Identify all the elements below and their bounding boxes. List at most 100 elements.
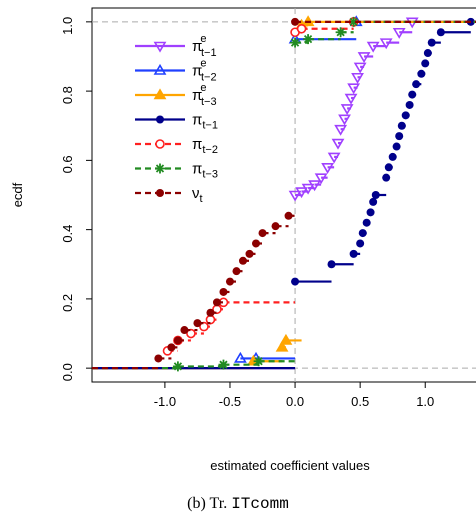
y-tick-label: 0.8 [60, 86, 75, 104]
point [238, 256, 247, 265]
point [296, 23, 307, 34]
legend-sub: t−1 [201, 47, 217, 59]
legend-sup: e [200, 58, 206, 70]
x-tick-label: -1.0 [154, 394, 176, 409]
y-axis-title: ecdf [10, 182, 25, 207]
point [291, 17, 300, 26]
point [405, 100, 414, 109]
point [382, 173, 391, 182]
legend-symbol: π [192, 63, 202, 80]
legend-marker [155, 139, 165, 149]
point [379, 38, 393, 50]
point [427, 38, 436, 47]
legend-marker [156, 115, 164, 124]
point [366, 208, 375, 217]
legend-marker [156, 189, 164, 197]
point [392, 27, 406, 39]
point [362, 218, 371, 227]
point [290, 37, 301, 48]
point [397, 121, 406, 130]
y-tick-label: 0.2 [60, 294, 75, 312]
point [219, 287, 228, 296]
x-axis-title: estimated coefficient values [210, 458, 370, 473]
legend-marker [153, 63, 167, 75]
point [167, 343, 176, 352]
point [356, 239, 365, 248]
point [349, 249, 358, 258]
legend-symbol: π [192, 161, 202, 178]
legend-marker [153, 41, 167, 53]
point [245, 249, 254, 258]
point [331, 138, 345, 150]
point [358, 229, 367, 238]
point [279, 333, 293, 345]
point [193, 319, 202, 328]
point [301, 183, 315, 195]
point [284, 211, 293, 220]
legend-label: πe t−3 [192, 82, 217, 108]
point [173, 336, 182, 345]
point [344, 93, 358, 105]
legend-sub: t−2 [201, 72, 217, 84]
point [275, 340, 289, 352]
legend-marker [153, 88, 167, 100]
point [180, 326, 189, 335]
point [288, 190, 302, 202]
legend-symbol: π [192, 38, 202, 55]
legend-symbol: π [192, 112, 202, 129]
legend-sub: t−2 [202, 144, 218, 156]
point [321, 162, 335, 174]
legend-label: νt [192, 185, 203, 205]
point [206, 308, 215, 317]
point [303, 34, 314, 45]
legend-label: πe t−1 [192, 33, 217, 59]
point [225, 277, 234, 286]
point [253, 356, 264, 367]
point [421, 59, 430, 68]
y-tick-label: 0.6 [60, 155, 75, 173]
legend-symbol: π [192, 87, 202, 104]
point [199, 321, 209, 332]
point [233, 351, 247, 363]
legend-sup: e [200, 82, 206, 94]
point [351, 72, 364, 84]
point [347, 83, 361, 95]
point [327, 152, 341, 164]
point [388, 152, 397, 161]
legend-symbol: ν [192, 185, 200, 202]
legend-label: πt−1 [192, 112, 218, 132]
point [154, 354, 163, 363]
legend-sub: t [200, 193, 203, 205]
point [186, 328, 196, 339]
point [348, 16, 359, 27]
caption-code: ITcomm [231, 495, 289, 513]
point [335, 27, 346, 38]
point [308, 180, 321, 192]
point [353, 62, 367, 74]
legend-marker [155, 163, 165, 174]
point [371, 191, 380, 199]
x-tick-label: 0.5 [351, 394, 369, 409]
caption-text: (b) Tr. [187, 495, 227, 512]
point [291, 277, 300, 286]
legend-label: πe t−2 [192, 58, 217, 84]
point [392, 142, 401, 151]
plot-area [92, 8, 476, 382]
point [384, 163, 393, 172]
caption: (b) Tr. ITcomm [187, 495, 289, 513]
legend-symbol: π [192, 136, 202, 153]
y-tick-label: 0.4 [60, 225, 75, 243]
point [218, 359, 229, 370]
legend-label: πt−2 [192, 136, 218, 156]
point [232, 267, 241, 276]
plot-frame [91, 7, 476, 383]
legend-sub: t−3 [202, 169, 218, 181]
point [357, 52, 371, 64]
x-tick-label: 1.0 [416, 394, 434, 409]
point [338, 114, 351, 126]
point [340, 104, 354, 116]
point [295, 187, 308, 199]
legend-sub: t−1 [202, 120, 218, 132]
legend-sub: t−3 [201, 96, 217, 108]
